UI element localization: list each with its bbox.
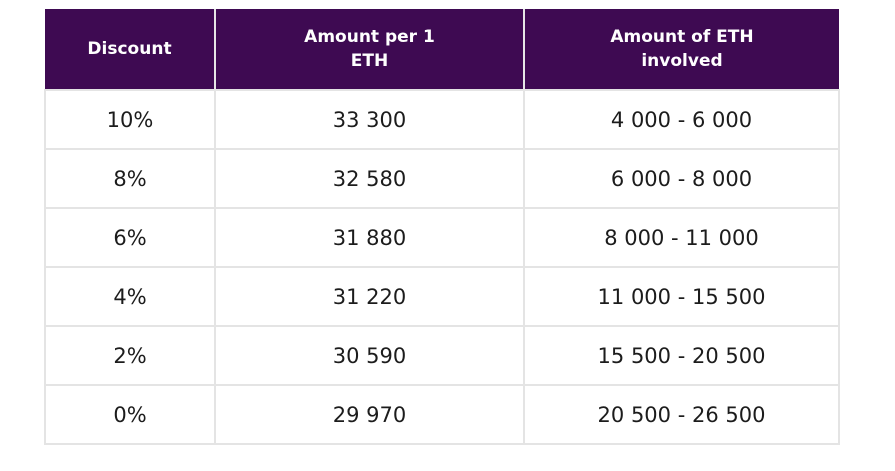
cell-discount: 4%	[44, 266, 216, 327]
cell-eth-involved: 15 500 - 20 500	[523, 325, 840, 386]
cell-eth-involved: 6 000 - 8 000	[523, 148, 840, 209]
table-body: 10% 33 300 4 000 - 6 000 8% 32 580 6 000…	[44, 89, 840, 445]
table-row: 6% 31 880 8 000 - 11 000	[44, 207, 840, 268]
cell-discount: 10%	[44, 89, 216, 150]
table-header: Discount Amount per 1 ETH Amount of ETH …	[45, 9, 839, 90]
table-row: 0% 29 970 20 500 - 26 500	[44, 384, 840, 445]
cell-amount-per-eth: 32 580	[214, 148, 525, 209]
cell-discount: 0%	[44, 384, 216, 445]
header-row: Discount Amount per 1 ETH Amount of ETH …	[45, 9, 839, 90]
header-eth-involved: Amount of ETH involved	[524, 9, 839, 90]
discount-table: Discount Amount per 1 ETH Amount of ETH …	[44, 9, 840, 445]
cell-eth-involved: 8 000 - 11 000	[523, 207, 840, 268]
cell-eth-involved: 4 000 - 6 000	[523, 89, 840, 150]
cell-amount-per-eth: 33 300	[214, 89, 525, 150]
cell-amount-per-eth: 31 880	[214, 207, 525, 268]
cell-discount: 6%	[44, 207, 216, 268]
table-row: 2% 30 590 15 500 - 20 500	[44, 325, 840, 386]
cell-eth-involved: 20 500 - 26 500	[523, 384, 840, 445]
header-discount: Discount	[45, 9, 216, 90]
table-row: 8% 32 580 6 000 - 8 000	[44, 148, 840, 209]
table-row: 4% 31 220 11 000 - 15 500	[44, 266, 840, 327]
cell-eth-involved: 11 000 - 15 500	[523, 266, 840, 327]
cell-discount: 8%	[44, 148, 216, 209]
discount-table-container: Discount Amount per 1 ETH Amount of ETH …	[44, 9, 840, 445]
cell-amount-per-eth: 31 220	[214, 266, 525, 327]
cell-amount-per-eth: 30 590	[214, 325, 525, 386]
cell-discount: 2%	[44, 325, 216, 386]
cell-amount-per-eth: 29 970	[214, 384, 525, 445]
table-row: 10% 33 300 4 000 - 6 000	[44, 89, 840, 150]
header-amount-per-eth: Amount per 1 ETH	[215, 9, 525, 90]
